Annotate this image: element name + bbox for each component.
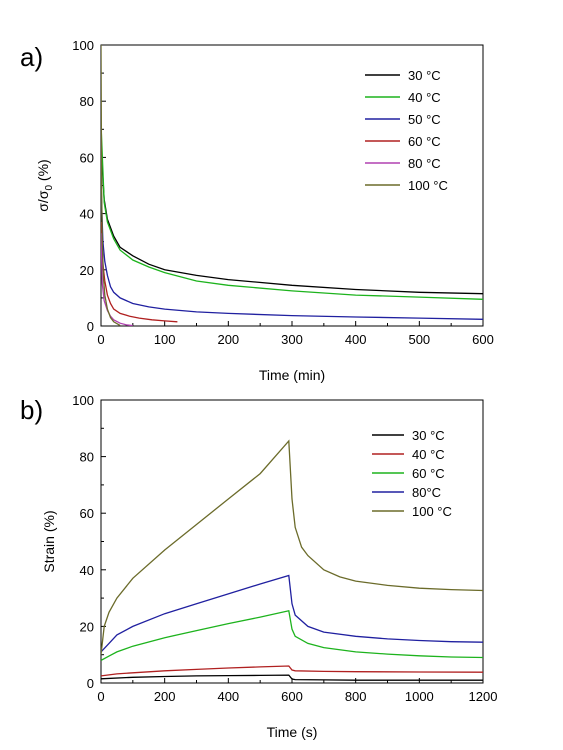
x-tick-label: 1000: [405, 689, 434, 704]
series-line-4: [101, 574, 483, 653]
x-tick-label: 0: [97, 332, 104, 347]
series-line-2: [101, 123, 483, 300]
y-axis-title-main: σ/σ: [35, 190, 51, 212]
series-line-3: [101, 610, 483, 661]
x-tick-label: 400: [345, 332, 367, 347]
legend-label: 60 °C: [408, 134, 441, 149]
y-axis-title: Strain (%): [41, 510, 57, 572]
panel-a: a) 0 100 200 300 400 500 600 0 20 40 60 80 100 Time (m…: [20, 38, 494, 383]
legend-label: 80°C: [412, 485, 441, 500]
x-tick-label: 0: [97, 689, 104, 704]
x-axis-title: Time (s): [267, 724, 318, 740]
legend-label: 30 °C: [412, 428, 445, 443]
legend-label: 80 °C: [408, 156, 441, 171]
series-line-1: [101, 146, 483, 295]
y-tick-label: 100: [72, 38, 94, 53]
y-axis-title: σ/σ0 (%): [35, 159, 55, 211]
series-line-2: [101, 665, 483, 677]
legend-label: 100 °C: [412, 504, 452, 519]
y-tick-label: 80: [80, 450, 94, 465]
legend-label: 40 °C: [408, 90, 441, 105]
x-tick-label: 100: [154, 332, 176, 347]
legend-label: 30 °C: [408, 68, 441, 83]
y-tick-label: 20: [80, 263, 94, 278]
y-axis-title-sub: 0: [44, 185, 55, 191]
y-axis-title-tail: (%): [35, 159, 51, 185]
x-tick-label: 500: [408, 332, 430, 347]
legend-label: 100 °C: [408, 178, 448, 193]
y-tick-label: 0: [87, 676, 94, 691]
legend-label: 50 °C: [408, 112, 441, 127]
x-tick-label: 200: [217, 332, 239, 347]
series-line-1: [101, 674, 483, 681]
y-tick-label: 40: [80, 207, 94, 222]
y-tick-label: 60: [80, 150, 94, 165]
panel-label: a): [20, 42, 43, 72]
y-tick-label: 60: [80, 506, 94, 521]
panel-label: b): [20, 395, 43, 425]
x-tick-label: 400: [217, 689, 239, 704]
x-tick-label: 1200: [469, 689, 498, 704]
x-tick-label: 200: [154, 689, 176, 704]
legend-label: 60 °C: [412, 466, 445, 481]
x-tick-label: 300: [281, 332, 303, 347]
series-line-3: [101, 185, 483, 320]
y-tick-label: 80: [80, 94, 94, 109]
x-tick-label: 600: [472, 332, 494, 347]
x-axis-title: Time (min): [259, 367, 325, 383]
y-tick-label: 100: [72, 393, 94, 408]
x-tick-label: 800: [345, 689, 367, 704]
y-tick-label: 40: [80, 563, 94, 578]
series-line-6: [101, 45, 121, 326]
y-tick-label: 0: [87, 319, 94, 334]
x-tick-label: 600: [281, 689, 303, 704]
y-tick-label: 20: [80, 619, 94, 634]
panel-b: b) 0 200 400 600 800 1000 1200 0 20 40 60 80 100 Time …: [20, 393, 497, 740]
series-line-4: [101, 221, 178, 323]
legend-label: 40 °C: [412, 447, 445, 462]
series-line-5: [101, 439, 483, 655]
